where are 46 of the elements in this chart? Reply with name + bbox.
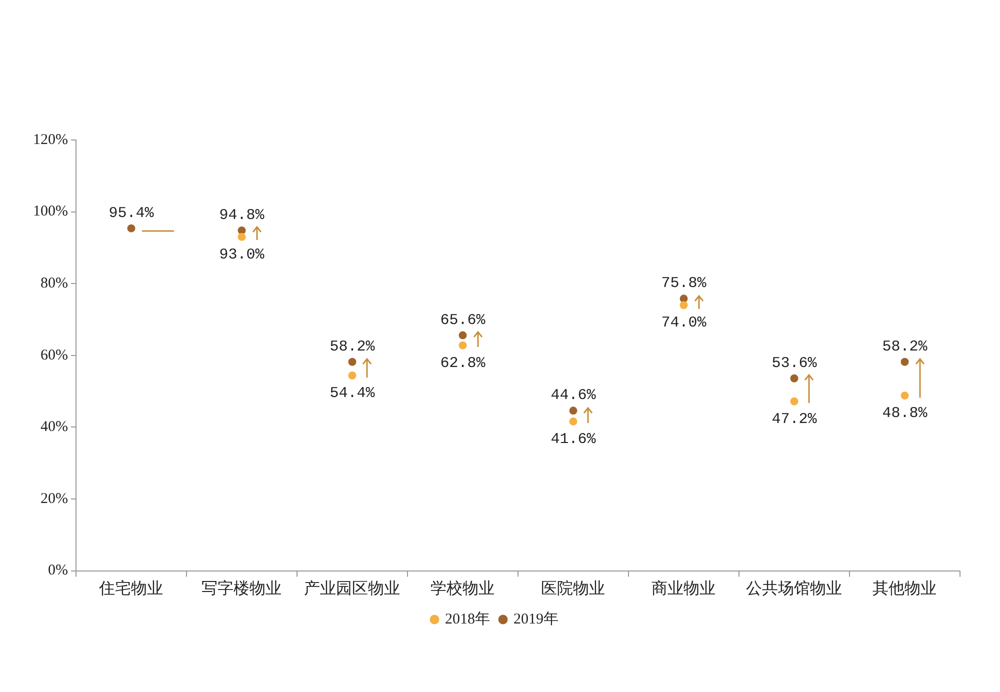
point bbox=[127, 224, 136, 232]
y-tick-label: 120% bbox=[32, 132, 68, 148]
data-label: 94.8% bbox=[219, 206, 266, 224]
x-tick-label: 其他物业 bbox=[872, 580, 937, 598]
x-tick-label: 产业园区物业 bbox=[304, 580, 400, 598]
data-label: 54.4% bbox=[330, 384, 376, 402]
data-label: 41.6% bbox=[550, 430, 597, 448]
y-tick-label: 0% bbox=[48, 562, 68, 579]
x-tick-label: 公共场馆物业 bbox=[746, 580, 842, 598]
point bbox=[680, 301, 688, 310]
data-label: 62.8% bbox=[440, 354, 486, 372]
data-label: 47.2% bbox=[772, 410, 818, 428]
point bbox=[348, 358, 356, 366]
point bbox=[458, 341, 467, 350]
point bbox=[569, 417, 578, 426]
x-tick-label: 学校物业 bbox=[430, 580, 495, 598]
x-tick-label: 医院物业 bbox=[541, 580, 606, 598]
data-label: 65.6% bbox=[440, 312, 486, 329]
data-label: 74.0% bbox=[661, 314, 708, 332]
y-tick-label: 20% bbox=[40, 490, 68, 507]
point bbox=[348, 372, 356, 380]
y-tick-label: 80% bbox=[40, 276, 68, 292]
point bbox=[790, 397, 798, 406]
x-tick-label: 住宅物业 bbox=[98, 580, 164, 598]
legend-label: 2018年 bbox=[445, 610, 490, 628]
y-tick-label: 60% bbox=[40, 347, 68, 364]
point bbox=[900, 358, 909, 366]
point bbox=[900, 392, 909, 400]
point bbox=[458, 331, 467, 340]
point bbox=[790, 374, 798, 382]
data-label: 44.6% bbox=[550, 387, 597, 404]
data-label: 48.8% bbox=[882, 405, 928, 422]
data-label: 58.2% bbox=[330, 338, 376, 356]
data-label: 93.0% bbox=[219, 246, 266, 264]
data-label: 58.2% bbox=[882, 338, 928, 356]
y-tick-label: 100% bbox=[32, 204, 68, 220]
data-label: 75.8% bbox=[661, 275, 708, 292]
y-tick-label: 40% bbox=[40, 419, 68, 436]
point bbox=[238, 226, 246, 234]
x-tick-label: 写字楼物业 bbox=[202, 580, 282, 598]
legend-label: 2019年 bbox=[514, 610, 558, 628]
data-label: 53.6% bbox=[772, 354, 818, 372]
data-label: 95.4% bbox=[108, 204, 155, 222]
point bbox=[238, 232, 246, 241]
point bbox=[569, 406, 578, 415]
x-tick-label: 商业物业 bbox=[652, 580, 716, 598]
